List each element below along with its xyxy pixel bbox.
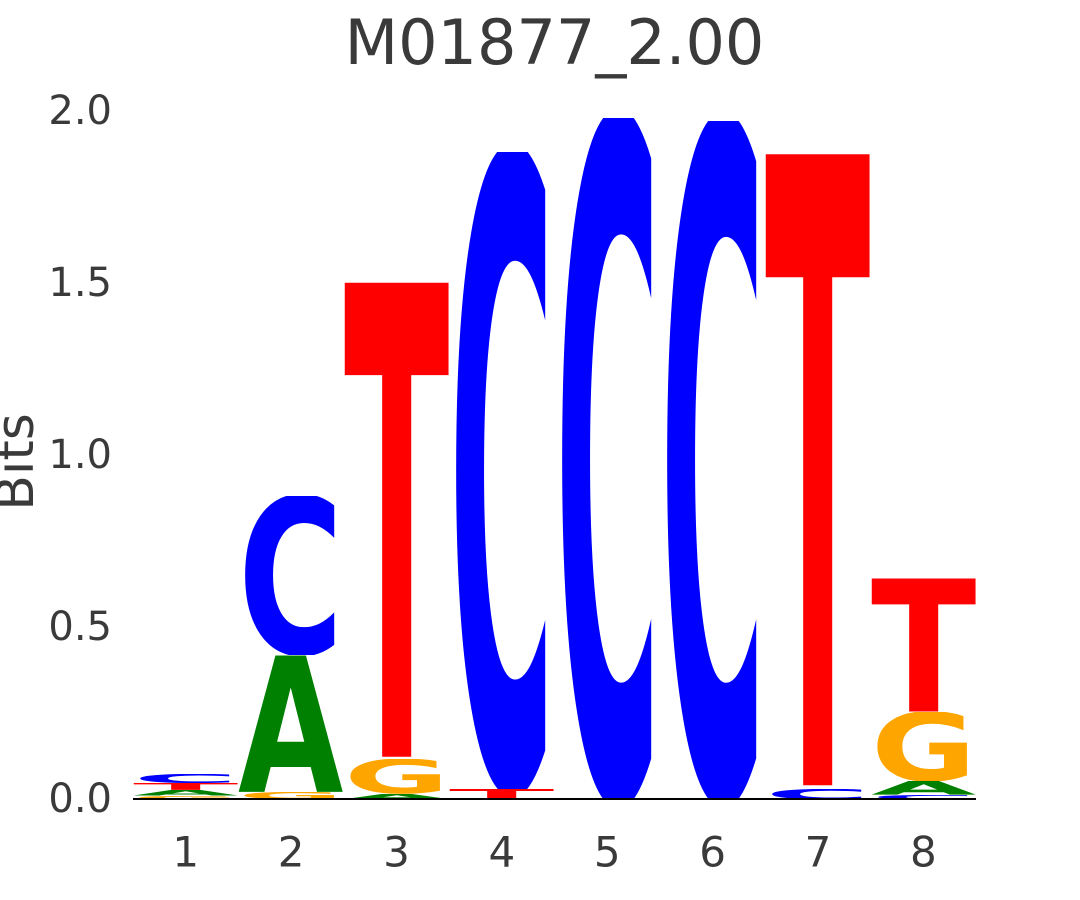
y-tick-0.5: 0.5	[48, 604, 112, 650]
svg-text:C: C	[449, 152, 554, 788]
x-tick-8: 8	[909, 827, 937, 877]
svg-text:C: C	[238, 496, 343, 654]
svg-text:C: C	[133, 774, 238, 783]
svg-text:T: T	[344, 281, 449, 759]
logo-letter-T-pos8: T	[871, 578, 976, 712]
plot-area: GATCGACAGTTCCCCTCAGT	[133, 111, 976, 799]
logo-letter-T-pos1: T	[133, 783, 238, 790]
svg-text:A: A	[133, 790, 238, 796]
svg-text:T: T	[765, 152, 870, 788]
logo-letter-T-pos3: T	[344, 281, 449, 759]
svg-text:C: C	[871, 795, 976, 799]
logo-letter-G-pos2: G	[238, 792, 343, 799]
x-axis-baseline	[133, 798, 976, 800]
logo-letter-T-pos7: T	[765, 152, 870, 788]
svg-text:T: T	[133, 783, 238, 790]
logo-letter-C-pos5: C	[555, 118, 660, 799]
y-tick-1.5: 1.5	[48, 260, 112, 306]
logo-letter-A-pos2: A	[238, 655, 343, 793]
x-tick-3: 3	[383, 827, 410, 877]
logo-letter-C-pos2: C	[238, 496, 343, 654]
svg-text:A: A	[238, 655, 343, 793]
logo-letter-A-pos3: A	[344, 794, 449, 799]
x-tick-4: 4	[488, 827, 516, 877]
svg-text:A: A	[871, 781, 976, 795]
x-tick-7: 7	[804, 827, 832, 877]
x-tick-1: 1	[172, 827, 200, 877]
y-tick-1.0: 1.0	[48, 432, 112, 478]
svg-text:C: C	[660, 121, 765, 799]
y-tick-2.0: 2.0	[48, 88, 112, 134]
svg-text:G: G	[344, 759, 449, 793]
y-tick-0.0: 0.0	[48, 776, 112, 822]
logo-letter-C-pos6: C	[660, 121, 765, 799]
y-axis-ticks: 2.0 1.5 1.0 0.5 0.0	[0, 0, 118, 900]
svg-text:T: T	[871, 578, 976, 712]
svg-text:C: C	[555, 118, 660, 799]
x-tick-2: 2	[277, 827, 305, 877]
chart-title: M01877_2.00	[344, 6, 765, 79]
svg-text:G: G	[133, 796, 238, 799]
logo-letter-C-pos7: C	[765, 789, 870, 799]
logo-letter-A-pos1: A	[133, 790, 238, 796]
logo-letter-T-pos4: T	[449, 789, 554, 799]
svg-text:G: G	[238, 792, 343, 799]
svg-text:C: C	[765, 789, 870, 799]
x-tick-5: 5	[593, 827, 621, 877]
logo-letter-G-pos1: G	[133, 796, 238, 799]
svg-text:G: G	[871, 712, 976, 781]
logo-letter-G-pos8: G	[871, 712, 976, 781]
x-tick-6: 6	[699, 827, 726, 877]
logo-letter-C-pos8: C	[871, 795, 976, 799]
logo-letter-G-pos3: G	[344, 759, 449, 793]
svg-text:A: A	[344, 794, 449, 799]
logo-letter-A-pos8: A	[871, 781, 976, 795]
logo-letter-C-pos4: C	[449, 152, 554, 788]
svg-text:T: T	[449, 789, 554, 799]
logo-letter-C-pos1: C	[133, 774, 238, 783]
